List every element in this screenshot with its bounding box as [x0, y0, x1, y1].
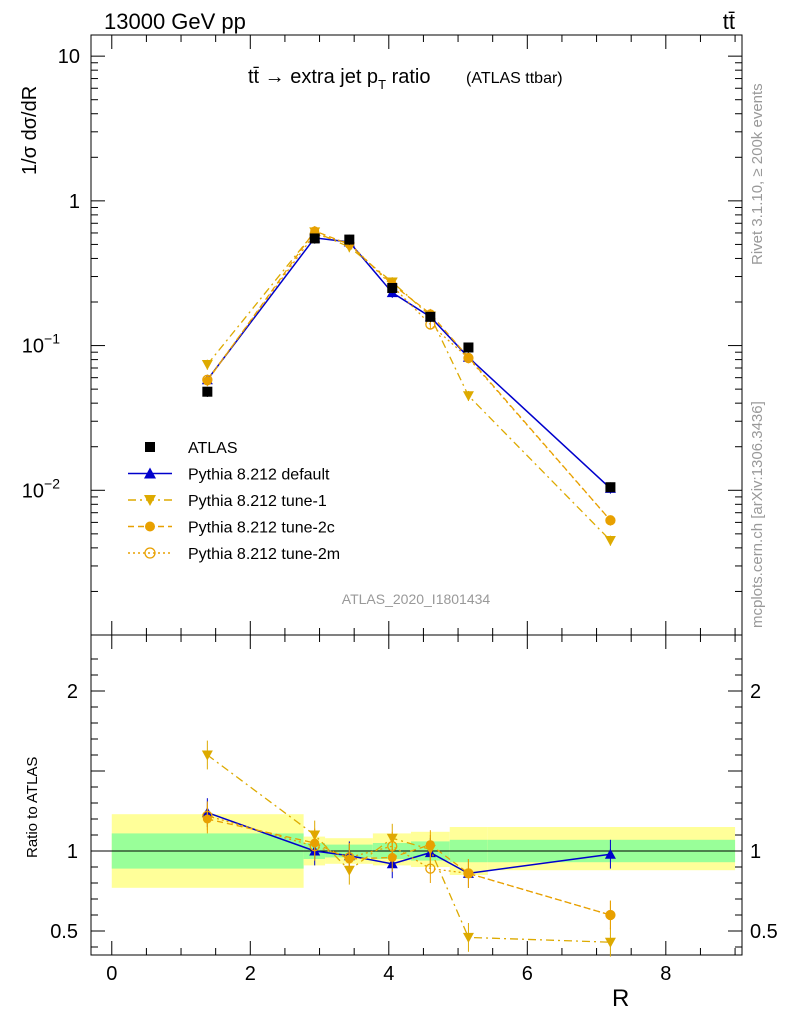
marker-square [463, 342, 474, 353]
marker-triangle-down [144, 495, 156, 506]
x-axis-label: R [612, 985, 629, 1012]
marker-circle [145, 521, 155, 532]
mcplots-label: mcplots.cern.ch [arXiv:1306.3436] [749, 401, 766, 628]
legend-label: Pythia 8.212 tune-2m [188, 546, 340, 563]
ratio-frame [90, 634, 743, 956]
marker-triangle-down [201, 750, 213, 761]
axes [90, 34, 743, 956]
marker-triangle-down [462, 391, 474, 402]
tick-exponent: −2 [44, 475, 60, 491]
ratio-y-tick-label: 0.5 [50, 921, 78, 943]
ratio-y-tick-label-right: 0.5 [750, 921, 778, 943]
marker-triangle-up [144, 467, 156, 479]
main-y-tick-label: 10−1 [22, 331, 60, 358]
marker-triangle-down [201, 359, 213, 370]
ratio-y-tick-label-right: 1 [750, 841, 761, 863]
x-tick-label: 4 [383, 963, 394, 985]
ratio-y-tick-label: 1 [67, 841, 78, 863]
marker-square [202, 386, 213, 397]
marker-triangle-down [462, 932, 474, 943]
process-label: tt̄ [723, 9, 735, 34]
legend-label: ATLAS [188, 440, 238, 457]
plot-title: tt̄ → extra jet pT ratio [248, 66, 430, 92]
main-y-axis-label: 1/σ dσ/dR [19, 86, 41, 175]
plot-title-tail: ratio [386, 66, 430, 88]
marker-triangle-down [604, 535, 616, 546]
energy-label: 13000 GeV pp [104, 9, 246, 34]
tick-base: 10 [22, 480, 44, 502]
main-y-tick-label: 1 [69, 191, 80, 213]
main-y-tick-label: 10−2 [22, 475, 60, 502]
marker-circle-open [344, 852, 355, 863]
x-tick-label: 6 [522, 963, 533, 985]
marker-circle-open [605, 515, 616, 526]
legend-label: Pythia 8.212 default [188, 467, 330, 484]
tick-exponent: −1 [44, 331, 60, 347]
plot-title-sub: T [378, 77, 386, 92]
series-layer [201, 226, 616, 957]
marker-square [425, 311, 436, 322]
marker-triangle-up [604, 848, 616, 859]
marker-circle-open [463, 868, 474, 879]
marker-circle [425, 840, 435, 850]
marker-circle-open [144, 547, 156, 559]
legend: ATLAS Pythia 8.212 default Pythia 8.212 tu… [128, 440, 340, 563]
marker-square [387, 282, 398, 293]
marker-circle-open [202, 374, 213, 385]
main-y-tick-label: 10 [58, 46, 80, 68]
legend-label: Pythia 8.212 tune-1 [188, 493, 327, 510]
marker-circle-open [309, 841, 320, 852]
ratio-y-tick-label-right: 2 [750, 681, 761, 703]
marker-square [605, 482, 616, 493]
ratio-y-tick-label: 2 [67, 681, 78, 703]
analysis-label: ATLAS_2020_I1801434 [342, 591, 491, 607]
rivet-label: Rivet 3.1.10, ≥ 200k events [749, 83, 766, 265]
marker-circle-open [387, 841, 398, 852]
plot-title-note: (ATLAS ttbar) [466, 70, 563, 87]
marker-square [344, 234, 355, 245]
marker-circle-open [463, 352, 474, 364]
legend-label: Pythia 8.212 tune-2c [188, 520, 335, 537]
marker-circle-open [425, 863, 436, 874]
x-tick-label: 0 [106, 963, 117, 985]
marker-square [145, 442, 155, 452]
main-frame [90, 34, 743, 636]
marker-circle-open [605, 909, 616, 921]
tick-base: 10 [22, 336, 44, 358]
marker-circle-open [202, 810, 213, 821]
plot-title-main: tt̄ → extra jet p [248, 66, 378, 88]
marker-square [309, 233, 320, 244]
ratio-y-axis-label: Ratio to ATLAS [24, 757, 41, 858]
x-tick-label: 8 [660, 963, 671, 985]
x-tick-label: 2 [245, 963, 256, 985]
series-0 [202, 233, 616, 493]
marker-triangle-down [604, 937, 616, 948]
